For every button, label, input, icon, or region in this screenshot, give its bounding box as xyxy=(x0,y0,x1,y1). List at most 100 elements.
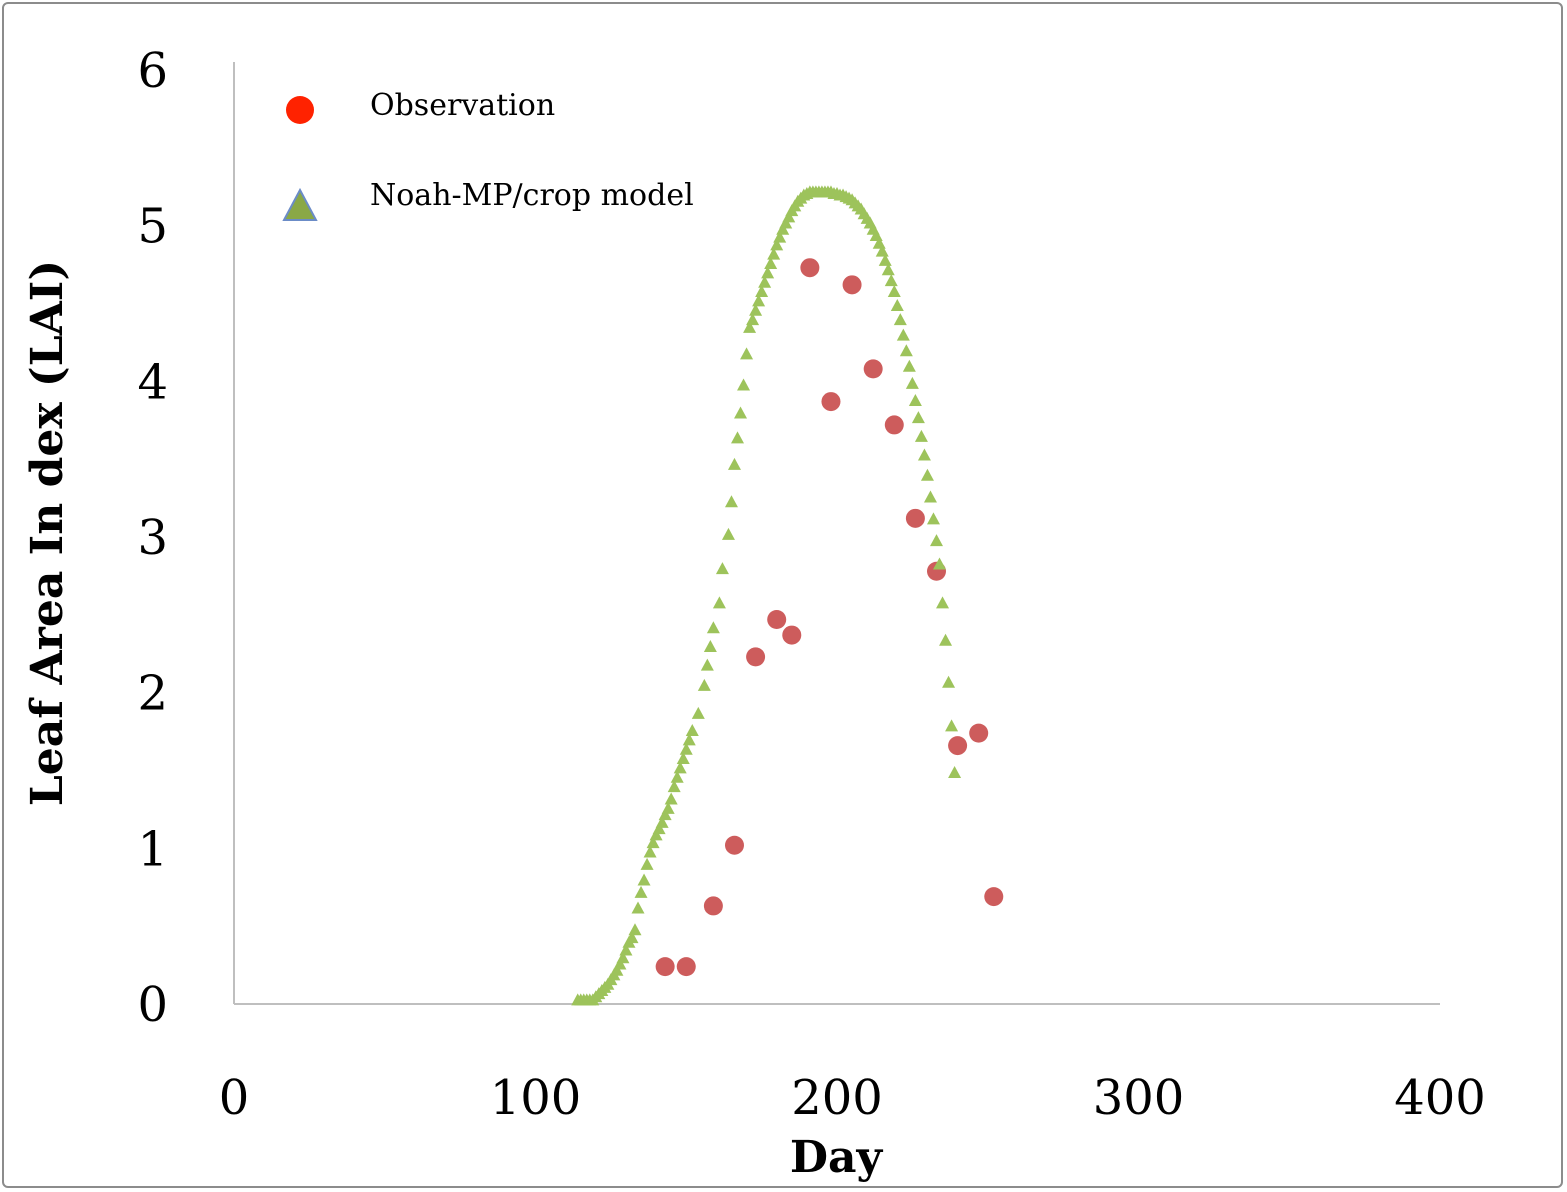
model-point xyxy=(767,247,781,260)
y-tick-label: 5 xyxy=(137,199,168,255)
x-tick-label: 100 xyxy=(490,1070,582,1126)
model-point xyxy=(911,411,925,424)
model-point xyxy=(893,313,907,326)
model-point xyxy=(655,815,669,828)
axes xyxy=(233,62,1440,1005)
observation-point xyxy=(746,647,766,667)
observation-point xyxy=(969,723,989,743)
model-point xyxy=(721,527,735,540)
model-point xyxy=(724,495,738,508)
series-observation xyxy=(655,258,1004,977)
observation-point xyxy=(782,625,802,645)
model-point xyxy=(625,931,639,944)
model-point xyxy=(631,901,645,914)
model-point xyxy=(637,873,651,886)
model-point xyxy=(712,596,726,609)
model-point xyxy=(948,766,962,779)
model-point xyxy=(676,752,690,765)
model-point xyxy=(703,639,717,652)
observation-point xyxy=(842,275,862,295)
model-point xyxy=(682,733,696,746)
model-point xyxy=(634,885,648,898)
model-point xyxy=(764,257,778,270)
model-point xyxy=(896,328,910,341)
model-point xyxy=(761,266,775,279)
x-axis-title: Day xyxy=(790,1132,884,1183)
model-point xyxy=(878,253,892,266)
observation-point xyxy=(821,392,841,412)
observation-point xyxy=(724,835,744,855)
model-point xyxy=(700,658,714,671)
observation-point xyxy=(884,415,904,435)
legend-model-label: Noah-MP/crop model xyxy=(370,178,694,213)
model-point xyxy=(758,275,772,288)
model-point xyxy=(613,957,627,970)
model-point xyxy=(697,678,711,691)
observation-point xyxy=(948,736,968,756)
y-tick-label: 2 xyxy=(137,666,168,722)
model-point xyxy=(933,557,947,570)
x-tick-labels: 0 100 200 300 400 xyxy=(219,1070,1486,1126)
model-point xyxy=(923,490,937,503)
model-point xyxy=(616,951,630,964)
model-point xyxy=(691,706,705,719)
model-point xyxy=(908,394,922,407)
model-point xyxy=(673,761,687,774)
y-tick-labels: 0 1 2 3 4 5 6 xyxy=(137,43,168,1033)
model-point xyxy=(640,857,654,870)
model-point xyxy=(905,376,919,389)
observation-point xyxy=(905,508,925,528)
y-axis-title: Leaf Area In dex (LAI) xyxy=(22,260,73,806)
model-point xyxy=(740,347,754,360)
observation-point xyxy=(984,887,1004,907)
observation-point xyxy=(703,896,723,916)
observation-point xyxy=(767,610,787,630)
model-point xyxy=(661,801,675,814)
model-point xyxy=(939,633,953,646)
model-point xyxy=(776,222,790,235)
observation-point xyxy=(676,957,696,977)
model-point xyxy=(929,534,943,547)
model-point xyxy=(875,244,889,257)
model-point xyxy=(942,675,956,688)
model-point xyxy=(917,448,931,461)
model-point xyxy=(779,216,793,229)
model-point xyxy=(914,429,928,442)
model-point xyxy=(727,457,741,470)
x-tick-label: 400 xyxy=(1394,1070,1486,1126)
model-point xyxy=(610,963,624,976)
model-point xyxy=(773,230,787,243)
y-tick-label: 6 xyxy=(137,43,168,99)
x-tick-label: 300 xyxy=(1093,1070,1185,1126)
model-point xyxy=(667,780,681,793)
observation-point xyxy=(655,957,675,977)
x-tick-label: 0 xyxy=(219,1070,250,1126)
y-tick-label: 0 xyxy=(137,977,168,1033)
model-point xyxy=(731,431,745,444)
series-model xyxy=(571,185,962,1006)
model-point xyxy=(936,596,950,609)
observation-point xyxy=(863,359,883,379)
model-point xyxy=(746,313,760,326)
model-point xyxy=(770,238,784,251)
model-point xyxy=(646,836,660,849)
model-point xyxy=(899,344,913,357)
model-point xyxy=(685,724,699,737)
model-point xyxy=(664,792,678,805)
model-point xyxy=(670,770,684,783)
model-point xyxy=(945,719,959,732)
model-point xyxy=(920,468,934,481)
model-point xyxy=(782,210,796,223)
model-point xyxy=(902,359,916,372)
model-point xyxy=(881,263,895,276)
legend-model-marker xyxy=(282,187,318,221)
model-point xyxy=(652,822,666,835)
model-point xyxy=(887,285,901,298)
model-point xyxy=(890,299,904,312)
model-point xyxy=(743,320,757,333)
legend-observation-label: Observation xyxy=(370,88,555,123)
model-point xyxy=(715,562,729,575)
model-point xyxy=(628,923,642,936)
legend-observation-marker xyxy=(286,96,314,124)
